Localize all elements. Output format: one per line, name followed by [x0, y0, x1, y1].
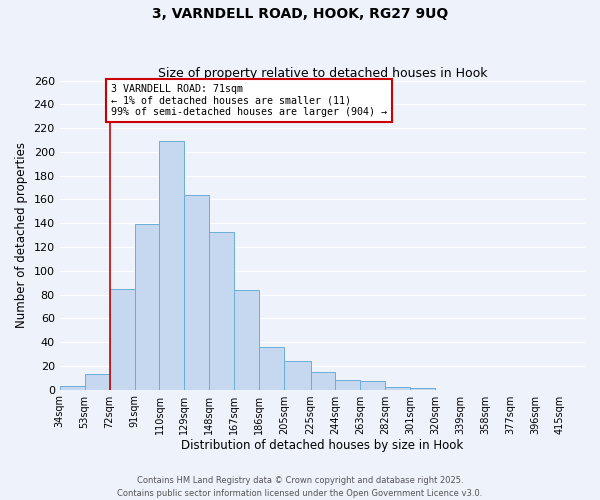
Bar — [259, 347, 284, 390]
Bar — [335, 380, 361, 390]
Bar — [385, 387, 410, 390]
Text: 3, VARNDELL ROAD, HOOK, RG27 9UQ: 3, VARNDELL ROAD, HOOK, RG27 9UQ — [152, 8, 448, 22]
Bar — [284, 361, 311, 390]
Bar — [160, 142, 184, 390]
Bar — [361, 382, 385, 390]
Text: 3 VARNDELL ROAD: 71sqm
← 1% of detached houses are smaller (11)
99% of semi-deta: 3 VARNDELL ROAD: 71sqm ← 1% of detached … — [111, 84, 387, 117]
Bar — [59, 386, 85, 390]
X-axis label: Distribution of detached houses by size in Hook: Distribution of detached houses by size … — [181, 440, 463, 452]
Y-axis label: Number of detached properties: Number of detached properties — [15, 142, 28, 328]
Bar — [235, 290, 259, 390]
Bar — [209, 232, 235, 390]
Bar — [134, 224, 160, 390]
Bar — [184, 194, 209, 390]
Bar — [85, 374, 110, 390]
Bar — [110, 288, 134, 390]
Bar — [410, 388, 435, 390]
Title: Size of property relative to detached houses in Hook: Size of property relative to detached ho… — [158, 66, 487, 80]
Bar — [311, 372, 335, 390]
Text: Contains HM Land Registry data © Crown copyright and database right 2025.
Contai: Contains HM Land Registry data © Crown c… — [118, 476, 482, 498]
